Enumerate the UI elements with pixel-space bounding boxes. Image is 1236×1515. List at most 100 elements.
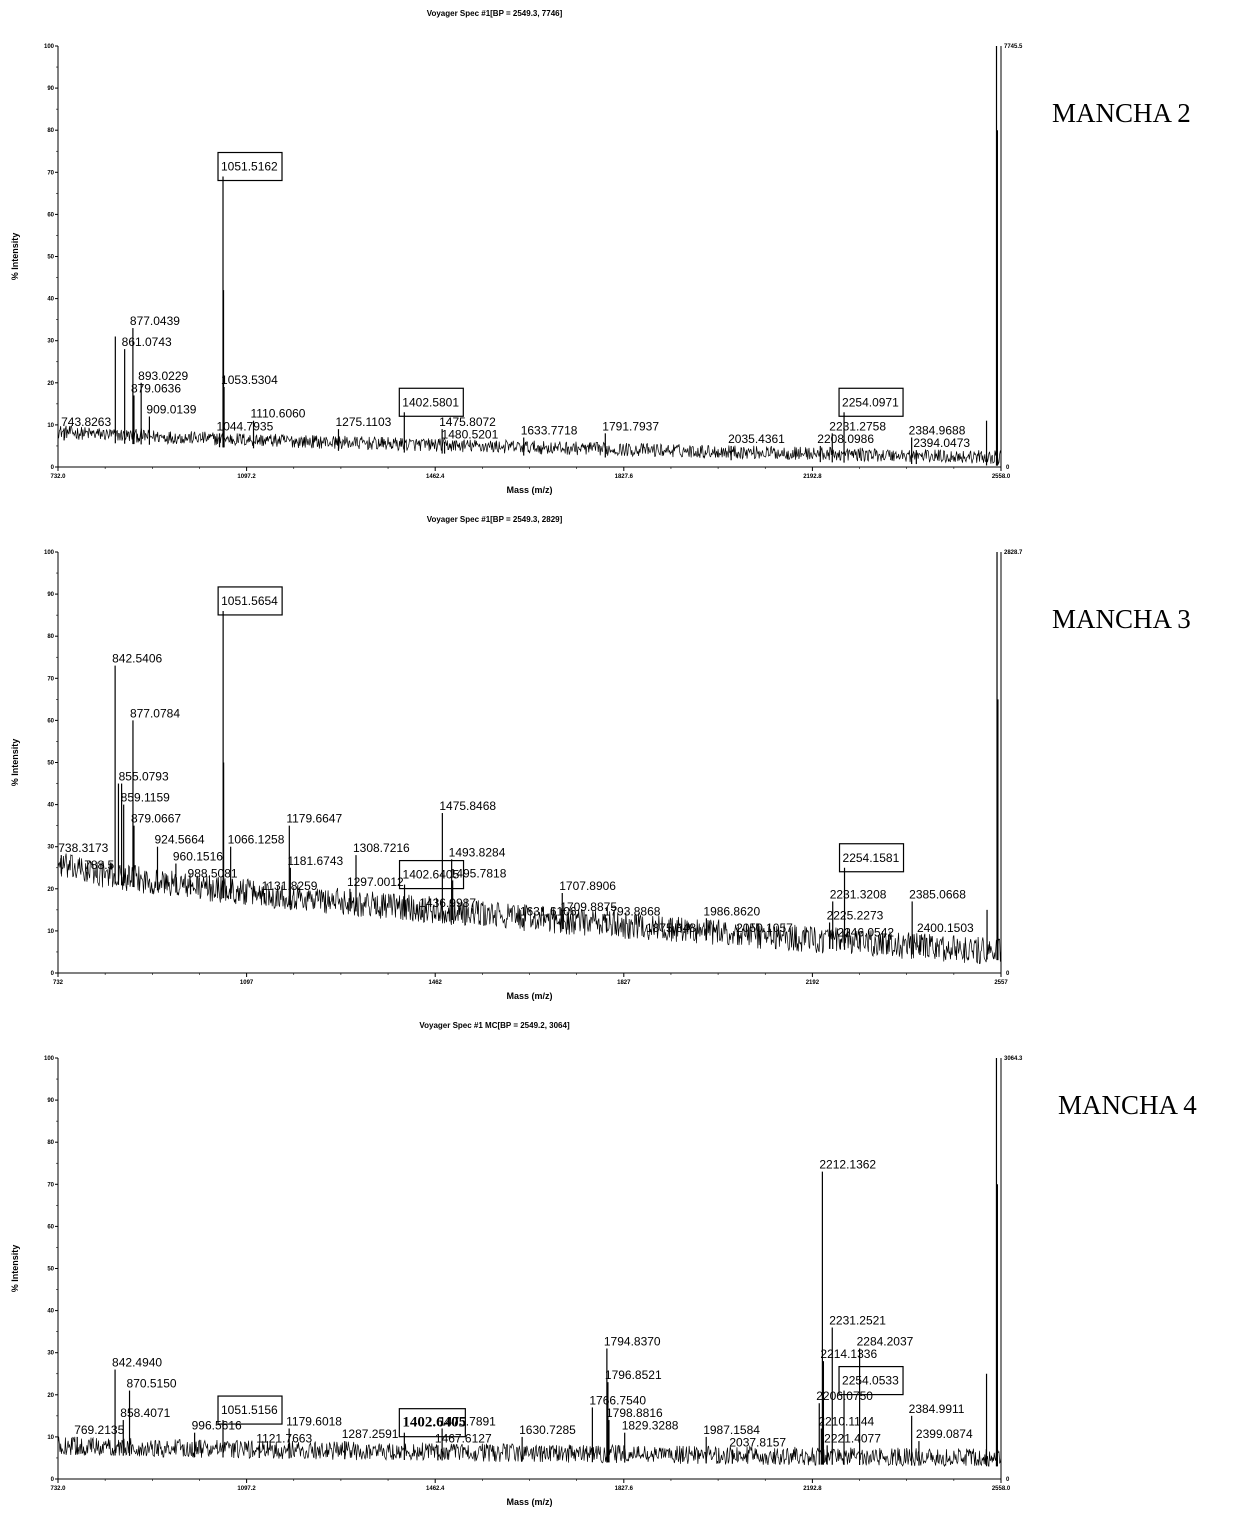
- x-tick-label: 732.0: [50, 1486, 66, 1492]
- peak-label: 1179.6647: [286, 812, 342, 826]
- y-axis-title: % Intensity: [10, 1245, 20, 1293]
- right-axis-min-label: 0: [1006, 971, 1010, 977]
- spectrum-panel-3: Voyager Spec #1 MC[BP = 2549.2, 3064] 0 10…: [0, 1012, 1236, 1515]
- x-axis-title: Mass (m/z): [506, 1497, 552, 1507]
- sample-label: MANCHA 4: [1058, 1090, 1197, 1120]
- peak-label: 1402.6405: [402, 1415, 466, 1431]
- y-tick-label: 60: [47, 1224, 54, 1230]
- peak-label: 1179.6018: [286, 1414, 342, 1428]
- x-tick-label: 1462: [429, 980, 443, 986]
- peak-label: 1707.8906: [559, 879, 616, 893]
- peak-label: 2231.3208: [830, 887, 887, 901]
- y-tick-label: 90: [47, 592, 54, 598]
- peak-label: 769.2135: [74, 1423, 124, 1437]
- peak-label: 2254.0971: [842, 395, 899, 409]
- peak-label: 2400.1503: [917, 921, 974, 935]
- x-tick-label: 2558.0: [992, 474, 1011, 480]
- y-tick-label: 0: [51, 971, 55, 977]
- x-tick-label: 1097.2: [237, 474, 256, 480]
- peak-label: 988.5081: [188, 866, 238, 880]
- peak-label: 2035.4361: [728, 432, 785, 446]
- peak-label: 2254.0533: [842, 1374, 899, 1388]
- sample-label: MANCHA 2: [1052, 98, 1191, 128]
- peak-label: 893.0229: [138, 369, 188, 383]
- peak-label: 2246.0542: [837, 925, 894, 939]
- peak-label: 2254.1581: [843, 851, 900, 865]
- peak-label: 1475.8072: [439, 415, 496, 429]
- peak-label: 1475.7891: [439, 1414, 496, 1428]
- x-tick-label: 2192: [806, 980, 820, 986]
- peak-label: 1402.5801: [402, 395, 459, 409]
- peak-highlight-box: [398, 859, 465, 890]
- chart-title: Voyager Spec #1[BP = 2549.3, 7746]: [427, 9, 563, 18]
- y-tick-label: 10: [47, 929, 54, 935]
- peak-label: 1287.2591: [342, 1427, 399, 1441]
- y-tick-label: 90: [47, 86, 54, 92]
- peak-label: 877.0784: [130, 706, 180, 720]
- sample-label: MANCHA 3: [1052, 604, 1191, 634]
- y-tick-label: 20: [47, 381, 54, 387]
- right-axis-max-label: 3064.3: [1004, 1056, 1023, 1062]
- peak-label: 1297.0012: [347, 875, 404, 889]
- peak-label: 842.5406: [112, 652, 162, 666]
- peak-label: 2208.0986: [817, 432, 874, 446]
- peak-label: 1986.8620: [703, 904, 760, 918]
- chart-title: Voyager Spec #1[BP = 2549.3, 2829]: [427, 515, 563, 524]
- peak-label: 1766.7540: [589, 1393, 646, 1407]
- peak-label: 1051.5162: [221, 160, 278, 174]
- y-axis-title: % Intensity: [10, 233, 20, 281]
- peak-label: 879.0636: [131, 381, 181, 395]
- x-tick-label: 732.0: [50, 474, 66, 480]
- peak-label: 2231.2521: [829, 1313, 886, 1327]
- peak-label: 879.0667: [131, 812, 181, 826]
- x-tick-label: 1097.2: [237, 1486, 256, 1492]
- peak-label: 1402.6405: [403, 868, 460, 882]
- peak-highlight-box: [217, 586, 283, 616]
- peak-label: 924.5664: [155, 833, 205, 847]
- peak-highlight-box: [217, 1395, 283, 1425]
- peak-label: 861.0743: [122, 335, 172, 349]
- y-tick-label: 100: [44, 1056, 55, 1062]
- peak-label: 1121.7663: [256, 1431, 312, 1445]
- spectrum-panel-2: Voyager Spec #1[BP = 2549.3, 2829] 0 10 20 3…: [0, 506, 1236, 1009]
- y-tick-label: 30: [47, 1351, 54, 1357]
- x-tick-label: 2558.0: [992, 1486, 1011, 1492]
- peak-highlight-box: [838, 1365, 904, 1396]
- y-tick-label: 30: [47, 339, 54, 345]
- peak-label: 1475.8468: [439, 799, 496, 813]
- peak-label: 1051.5156: [221, 1403, 278, 1417]
- x-tick-label: 1827.6: [615, 1486, 634, 1492]
- peak-label: 1044.7935: [217, 419, 274, 433]
- right-axis-max-label: 2828.7: [1004, 550, 1023, 556]
- peak-label: 2050.1057: [736, 921, 793, 935]
- x-axis-title: Mass (m/z): [506, 485, 552, 495]
- peak-label: 1987.1584: [703, 1423, 760, 1437]
- peak-label: 858.4071: [120, 1406, 170, 1420]
- x-tick-label: 1827: [617, 980, 631, 986]
- chart-title: Voyager Spec #1 MC[BP = 2549.2, 3064]: [419, 1021, 570, 1030]
- y-tick-label: 70: [47, 1182, 54, 1188]
- peak-label: 1131.8259: [262, 879, 318, 893]
- peak-label: 2284.2037: [857, 1334, 914, 1348]
- peak-label: 877.0439: [130, 314, 180, 328]
- y-tick-label: 60: [47, 718, 54, 724]
- x-tick-label: 1097: [240, 980, 254, 986]
- peak-label: 2212.1362: [819, 1158, 876, 1172]
- right-axis-min-label: 0: [1006, 1477, 1010, 1483]
- peak-highlight-box: [838, 387, 904, 417]
- peak-label: 1110.6060: [251, 407, 306, 421]
- peak-label: 870.5150: [127, 1377, 177, 1391]
- peak-label: 2384.9688: [909, 424, 966, 438]
- peak-label: 1495.7818: [450, 866, 507, 880]
- peak-label: 1480.5201: [442, 428, 499, 442]
- y-tick-label: 60: [47, 212, 54, 218]
- y-tick-label: 50: [47, 1267, 54, 1273]
- right-axis-min-label: 0: [1006, 465, 1010, 471]
- peak-label: 2399.0874: [916, 1427, 973, 1441]
- x-tick-label: 2192.8: [803, 1486, 822, 1492]
- x-tick-label: 732: [53, 980, 64, 986]
- peak-label: 1493.8284: [449, 845, 506, 859]
- peak-label: 842.4940: [112, 1356, 162, 1370]
- spectrum-panel-1: Voyager Spec #1[BP = 2549.3, 7746] 0 10 20 3…: [0, 0, 1236, 503]
- peak-label: 1793.8868: [604, 904, 661, 918]
